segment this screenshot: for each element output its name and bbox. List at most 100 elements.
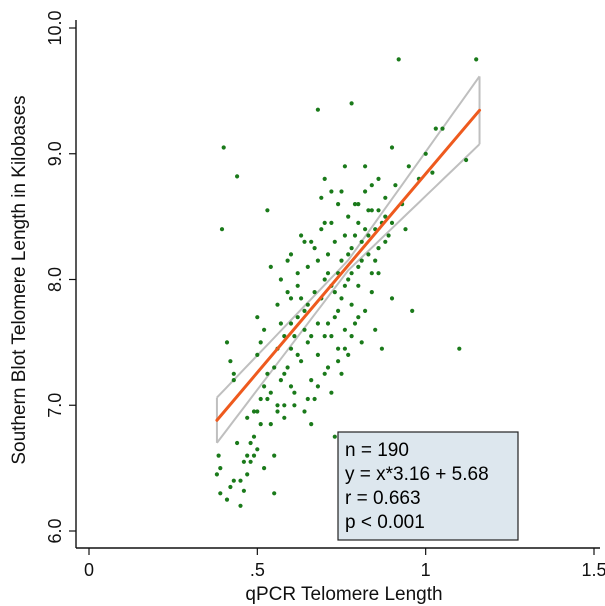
data-point xyxy=(262,466,267,471)
data-point xyxy=(356,220,361,225)
data-point xyxy=(295,315,300,320)
data-point xyxy=(369,183,374,188)
data-point xyxy=(349,101,354,106)
data-point xyxy=(302,308,307,313)
data-point xyxy=(346,214,351,219)
data-point xyxy=(356,202,361,207)
data-point xyxy=(457,346,462,351)
data-point xyxy=(322,277,327,282)
data-point xyxy=(268,422,273,427)
data-point xyxy=(258,396,263,402)
data-point xyxy=(369,208,374,213)
data-point xyxy=(275,302,280,307)
data-point xyxy=(312,290,317,295)
data-point xyxy=(379,346,384,351)
data-point xyxy=(299,359,304,364)
data-point xyxy=(218,491,223,496)
data-point xyxy=(265,208,270,213)
data-point xyxy=(329,220,334,225)
data-point xyxy=(332,434,337,439)
tick-labels: 0 .5 1 1.5 6.0 7.0 8.0 9.0 10.0 xyxy=(45,10,605,580)
data-point xyxy=(228,484,233,490)
data-point xyxy=(299,233,304,238)
data-point xyxy=(336,202,341,207)
data-point xyxy=(309,239,314,244)
data-point xyxy=(319,195,324,200)
data-point xyxy=(288,321,294,326)
regression-line xyxy=(215,108,482,422)
data-point xyxy=(352,321,358,326)
data-point xyxy=(265,371,270,376)
data-point xyxy=(251,434,257,439)
data-point xyxy=(285,290,290,295)
data-point xyxy=(322,371,327,376)
data-point xyxy=(216,453,221,458)
data-point xyxy=(255,352,260,357)
data-point xyxy=(312,246,317,251)
data-point xyxy=(366,252,371,257)
data-point xyxy=(262,327,267,332)
data-point xyxy=(224,497,230,502)
data-point xyxy=(315,384,320,389)
data-point xyxy=(403,227,408,232)
data-point xyxy=(389,296,395,301)
data-point xyxy=(248,459,253,464)
data-point xyxy=(325,271,331,276)
data-point xyxy=(265,396,270,402)
data-point xyxy=(309,334,314,339)
data-point xyxy=(383,239,388,244)
data-point xyxy=(366,233,371,238)
data-point xyxy=(393,183,398,188)
data-point xyxy=(285,258,290,263)
data-point xyxy=(288,346,294,351)
stats-r: r = 0.663 xyxy=(345,488,421,509)
stats-box-frame xyxy=(337,431,519,541)
data-point xyxy=(218,466,223,471)
x-tick-label: .5 xyxy=(250,560,265,580)
data-point xyxy=(248,440,253,446)
axes xyxy=(75,20,600,549)
data-point xyxy=(339,296,344,301)
data-point xyxy=(255,315,260,320)
data-point xyxy=(305,396,310,402)
data-point xyxy=(251,409,257,414)
data-point xyxy=(376,176,381,181)
data-point xyxy=(221,145,226,150)
y-tick-label: 10.0 xyxy=(45,10,65,45)
data-point xyxy=(383,214,388,219)
data-point xyxy=(258,340,263,345)
data-point xyxy=(342,283,347,288)
data-point xyxy=(430,170,435,175)
data-point xyxy=(373,258,378,263)
data-point xyxy=(238,478,243,483)
data-point xyxy=(322,220,327,225)
data-point xyxy=(272,365,277,370)
data-point xyxy=(285,365,290,370)
data-point xyxy=(235,174,240,179)
data-point xyxy=(356,315,361,320)
data-point xyxy=(356,283,361,288)
data-point xyxy=(346,352,351,357)
ci-upper-line xyxy=(216,75,481,399)
data-point xyxy=(410,308,415,313)
data-point xyxy=(288,384,294,389)
x-tick-label: 0 xyxy=(84,560,94,580)
data-point xyxy=(315,321,320,326)
data-point xyxy=(235,440,240,446)
data-point xyxy=(295,283,300,288)
data-point xyxy=(325,365,331,370)
data-point xyxy=(369,271,374,276)
x-tick-label: 1 xyxy=(421,560,431,580)
data-point xyxy=(376,246,381,251)
data-point xyxy=(282,415,287,420)
data-point xyxy=(376,271,381,276)
data-point xyxy=(369,290,374,295)
y-tick-label: 6.0 xyxy=(45,518,65,543)
data-point xyxy=(305,264,310,269)
data-point xyxy=(241,488,246,493)
ci-lower-line xyxy=(216,143,481,444)
data-point xyxy=(356,264,361,269)
data-point xyxy=(366,208,371,213)
data-point xyxy=(272,491,277,496)
data-point xyxy=(309,378,314,383)
